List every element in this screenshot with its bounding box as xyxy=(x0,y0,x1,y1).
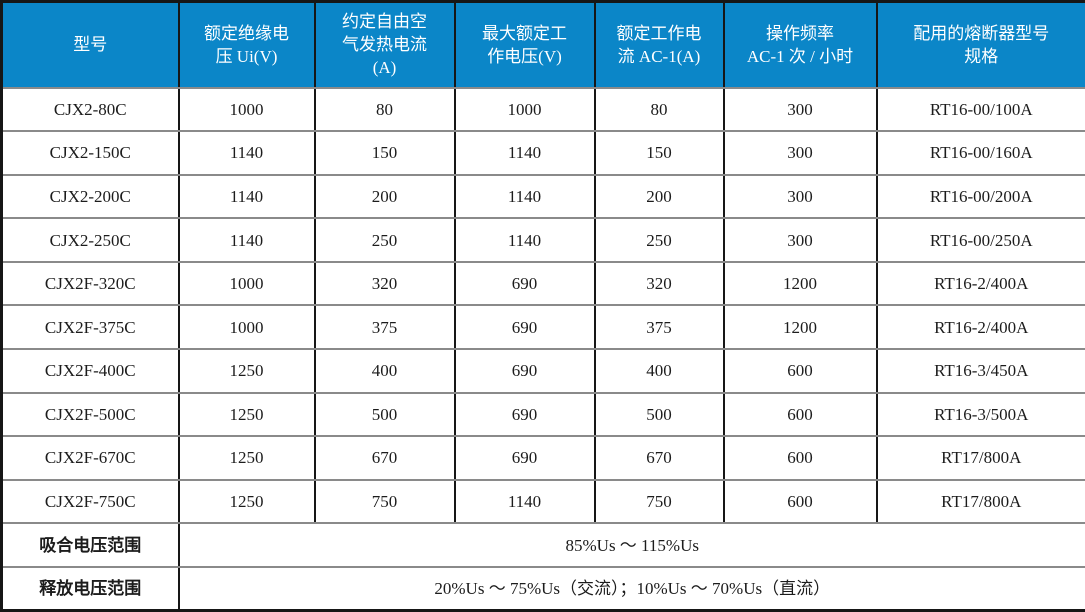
pickup-voltage-range-value: 85%Us ～ 115%Us xyxy=(177,522,1085,568)
cell-frequency: 1200 xyxy=(722,304,878,350)
cell-fuse: RT16-00/160A xyxy=(875,130,1085,176)
cell-frequency: 300 xyxy=(722,86,878,133)
cell-max-voltage: 1000 xyxy=(453,86,596,133)
cell-thermal-current: 80 xyxy=(313,86,456,133)
table-row: CJX2-200C 1140 200 1140 200 300 RT16-00/… xyxy=(0,173,1085,220)
cell-max-voltage: 690 xyxy=(453,347,596,394)
cell-max-voltage: 690 xyxy=(453,435,596,481)
cell-frequency: 600 xyxy=(722,478,878,525)
cell-max-voltage: 1140 xyxy=(453,130,596,176)
table-row: CJX2F-400C 1250 400 690 400 600 RT16-3/4… xyxy=(0,347,1085,394)
cell-frequency: 600 xyxy=(722,347,878,394)
cell-max-voltage: 690 xyxy=(453,304,596,350)
header-row: 型号 额定绝缘电 压 Ui(V) 约定自由空 气发热电流 (A) 最大额定工 作… xyxy=(0,0,1085,89)
cell-frequency: 300 xyxy=(722,217,878,263)
cell-model: CJX2F-375C xyxy=(0,304,180,350)
table-row: CJX2-80C 1000 80 1000 80 300 RT16-00/100… xyxy=(0,86,1085,133)
cell-fuse: RT16-2/400A xyxy=(875,260,1085,307)
cell-frequency: 600 xyxy=(722,435,878,481)
cell-fuse: RT16-00/200A xyxy=(875,173,1085,220)
cell-fuse: RT16-3/450A xyxy=(875,347,1085,394)
cell-insulation-voltage: 1250 xyxy=(177,391,316,438)
cell-operational-current: 320 xyxy=(593,260,725,307)
cell-operational-current: 150 xyxy=(593,130,725,176)
cell-frequency: 1200 xyxy=(722,260,878,307)
table-row: CJX2F-500C 1250 500 690 500 600 RT16-3/5… xyxy=(0,391,1085,438)
cell-max-voltage: 690 xyxy=(453,391,596,438)
cell-model: CJX2-250C xyxy=(0,217,180,263)
header-max-rated-operational-voltage: 最大额定工 作电压(V) xyxy=(453,0,596,89)
cell-operational-current: 750 xyxy=(593,478,725,525)
cell-fuse: RT16-00/250A xyxy=(875,217,1085,263)
cell-operational-current: 250 xyxy=(593,217,725,263)
cell-thermal-current: 320 xyxy=(313,260,456,307)
table-row: CJX2F-320C 1000 320 690 320 1200 RT16-2/… xyxy=(0,260,1085,307)
cell-model: CJX2F-400C xyxy=(0,347,180,394)
table-row: CJX2-150C 1140 150 1140 150 300 RT16-00/… xyxy=(0,130,1085,176)
cell-frequency: 300 xyxy=(722,173,878,220)
cell-fuse: RT16-3/500A xyxy=(875,391,1085,438)
release-voltage-range-value: 20%Us ～ 75%Us（交流）；10%Us ～ 70%Us（直流） xyxy=(177,565,1085,612)
cell-model: CJX2-150C xyxy=(0,130,180,176)
cell-model: CJX2F-320C xyxy=(0,260,180,307)
cell-thermal-current: 750 xyxy=(313,478,456,525)
cell-frequency: 300 xyxy=(722,130,878,176)
table-row: CJX2F-375C 1000 375 690 375 1200 RT16-2/… xyxy=(0,304,1085,350)
header-conventional-free-air-thermal-current: 约定自由空 气发热电流 (A) xyxy=(313,0,456,89)
cell-insulation-voltage: 1140 xyxy=(177,173,316,220)
cell-insulation-voltage: 1250 xyxy=(177,347,316,394)
cell-model: CJX2F-670C xyxy=(0,435,180,481)
cell-max-voltage: 1140 xyxy=(453,173,596,220)
header-operating-frequency: 操作频率 AC-1 次 / 小时 xyxy=(722,0,878,89)
cell-insulation-voltage: 1000 xyxy=(177,86,316,133)
release-voltage-range-label: 释放电压范围 xyxy=(0,565,180,612)
cell-operational-current: 500 xyxy=(593,391,725,438)
cell-max-voltage: 1140 xyxy=(453,478,596,525)
cell-max-voltage: 1140 xyxy=(453,217,596,263)
cell-operational-current: 80 xyxy=(593,86,725,133)
table-row: CJX2-250C 1140 250 1140 250 300 RT16-00/… xyxy=(0,217,1085,263)
cell-thermal-current: 375 xyxy=(313,304,456,350)
table-row-release-voltage: 释放电压范围 20%Us ～ 75%Us（交流）；10%Us ～ 70%Us（直… xyxy=(0,565,1085,612)
cell-model: CJX2F-750C xyxy=(0,478,180,525)
table-row: CJX2F-750C 1250 750 1140 750 600 RT17/80… xyxy=(0,478,1085,525)
cell-frequency: 600 xyxy=(722,391,878,438)
cell-max-voltage: 690 xyxy=(453,260,596,307)
cell-fuse: RT16-2/400A xyxy=(875,304,1085,350)
pickup-voltage-range-label: 吸合电压范围 xyxy=(0,522,180,568)
cell-fuse: RT17/800A xyxy=(875,435,1085,481)
cell-insulation-voltage: 1140 xyxy=(177,130,316,176)
cell-insulation-voltage: 1250 xyxy=(177,478,316,525)
cell-thermal-current: 250 xyxy=(313,217,456,263)
table-row-pickup-voltage: 吸合电压范围 85%Us ～ 115%Us xyxy=(0,522,1085,568)
cell-insulation-voltage: 1000 xyxy=(177,260,316,307)
header-rated-operational-current: 额定工作电 流 AC-1(A) xyxy=(593,0,725,89)
cell-insulation-voltage: 1140 xyxy=(177,217,316,263)
cell-operational-current: 670 xyxy=(593,435,725,481)
cell-fuse: RT17/800A xyxy=(875,478,1085,525)
cell-model: CJX2F-500C xyxy=(0,391,180,438)
cell-thermal-current: 500 xyxy=(313,391,456,438)
cell-operational-current: 200 xyxy=(593,173,725,220)
header-matching-fuse-spec: 配用的熔断器型号 规格 xyxy=(875,0,1085,89)
table-row: CJX2F-670C 1250 670 690 670 600 RT17/800… xyxy=(0,435,1085,481)
cell-model: CJX2-80C xyxy=(0,86,180,133)
cell-thermal-current: 150 xyxy=(313,130,456,176)
cell-operational-current: 375 xyxy=(593,304,725,350)
cell-insulation-voltage: 1250 xyxy=(177,435,316,481)
cell-thermal-current: 670 xyxy=(313,435,456,481)
cell-model: CJX2-200C xyxy=(0,173,180,220)
cell-thermal-current: 200 xyxy=(313,173,456,220)
cell-operational-current: 400 xyxy=(593,347,725,394)
cell-insulation-voltage: 1000 xyxy=(177,304,316,350)
header-model: 型号 xyxy=(0,0,180,89)
cell-fuse: RT16-00/100A xyxy=(875,86,1085,133)
cell-thermal-current: 400 xyxy=(313,347,456,394)
header-rated-insulation-voltage: 额定绝缘电 压 Ui(V) xyxy=(177,0,316,89)
